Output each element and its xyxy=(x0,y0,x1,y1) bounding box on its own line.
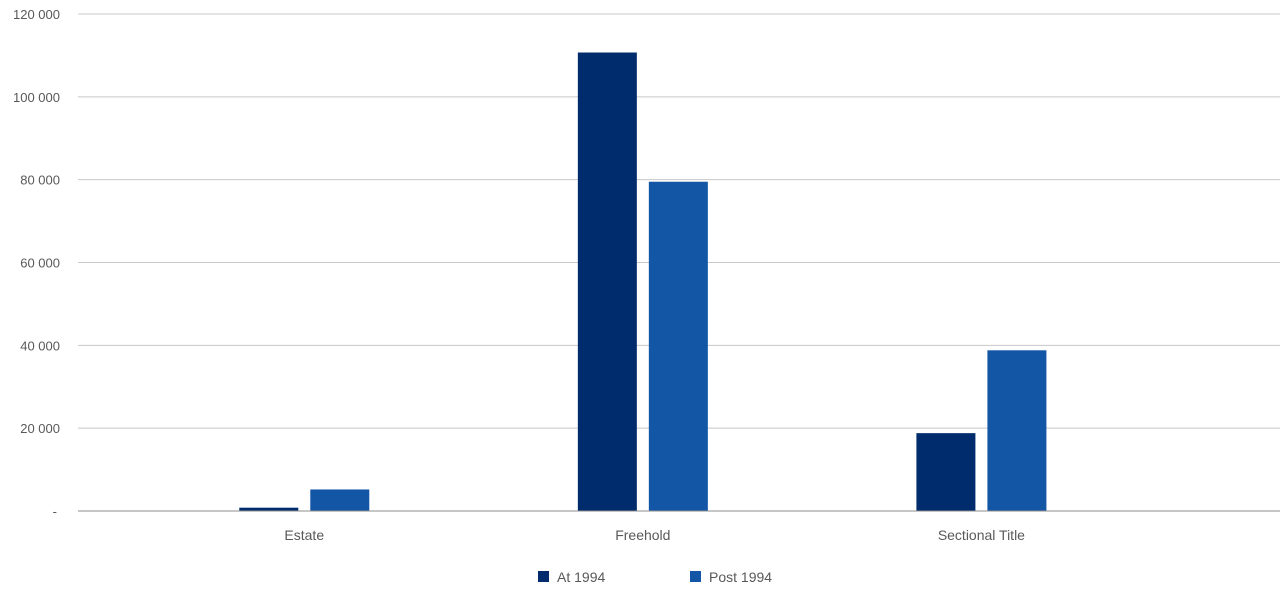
y-tick-label: 20 000 xyxy=(20,421,60,436)
y-tick-label: 80 000 xyxy=(20,173,60,188)
y-axis-tick-labels: - 20 000 40 000 60 000 80 000 100 000 120 000 xyxy=(13,7,60,519)
y-tick-label: 60 000 xyxy=(20,256,60,271)
y-tick-label: 100 000 xyxy=(13,90,60,105)
bar-post-1994-freehold xyxy=(648,181,708,512)
legend-swatch xyxy=(690,571,701,582)
legend-label: At 1994 xyxy=(557,569,605,585)
legend-swatch xyxy=(538,571,549,582)
bars xyxy=(239,52,1047,512)
legend: At 1994 Post 1994 xyxy=(538,569,772,585)
y-tick-label: - xyxy=(53,504,57,519)
bar-at-1994-estate xyxy=(239,507,299,511)
x-category-label: Estate xyxy=(284,527,324,543)
legend-item: Post 1994 xyxy=(690,569,772,585)
bar-post-1994-sectional-title xyxy=(987,350,1047,511)
x-category-label: Freehold xyxy=(615,527,670,543)
y-tick-label: 40 000 xyxy=(20,338,60,353)
bar-at-1994-sectional-title xyxy=(916,433,976,511)
bar-at-1994-freehold xyxy=(577,52,637,512)
y-tick-label: 120 000 xyxy=(13,7,60,22)
bar-post-1994-estate xyxy=(310,489,370,511)
legend-label: Post 1994 xyxy=(709,569,772,585)
legend-item: At 1994 xyxy=(538,569,605,585)
x-category-label: Sectional Title xyxy=(938,527,1025,543)
x-axis-category-labels: Estate Freehold Sectional Title xyxy=(284,527,1025,543)
